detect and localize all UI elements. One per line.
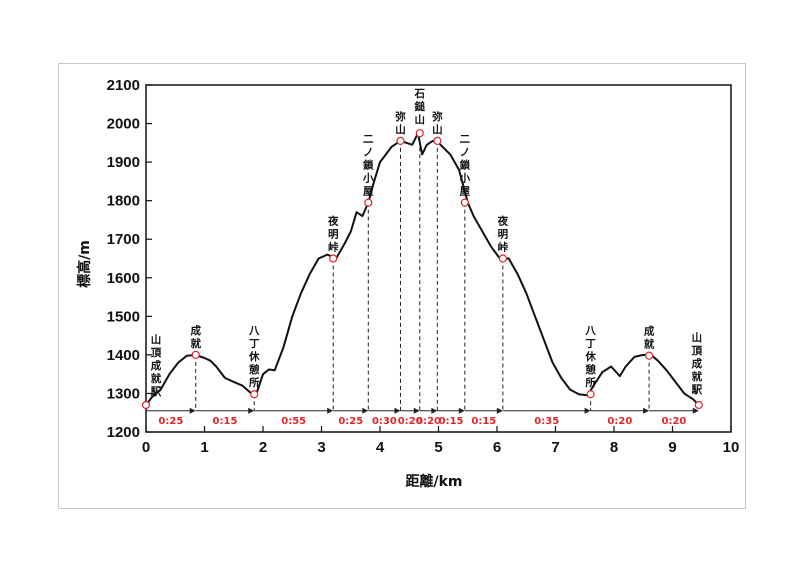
waypoint-label: 弥山 — [395, 110, 406, 136]
segment-time-label: 0:20 — [607, 416, 632, 427]
waypoint-label: 石鎚山 — [414, 88, 426, 126]
y-tick-label: 1800 — [107, 193, 140, 210]
chart-frame: 0 1 2 3 4 5 6 7 8 9 10 1200 1300 1400 1500 1600 1700 1800… — [58, 63, 746, 509]
segment-time-label: 0:15 — [471, 416, 496, 427]
y-tick-label: 2100 — [107, 77, 140, 94]
segment-arrowhead — [496, 407, 503, 414]
segment-time-label: 0:25 — [158, 416, 183, 427]
waypoint-label: 夜明峠 — [497, 215, 509, 254]
y-tick-label: 1700 — [107, 231, 140, 248]
waypoint-marker — [694, 400, 703, 410]
segment-arrowhead — [584, 407, 591, 414]
segment-time-label: 0:55 — [281, 416, 306, 427]
waypoint-guides — [145, 133, 700, 411]
elevation-profile-chart: 0 1 2 3 4 5 6 7 8 9 10 1200 1300 1400 1500 1600 1700 1800… — [76, 77, 740, 490]
x-tick-label: 0 — [142, 439, 150, 456]
segment-arrows — [146, 407, 699, 414]
x-tick-label: 8 — [610, 439, 618, 456]
x-tick-label: 1 — [200, 439, 208, 456]
x-tick-label: 9 — [668, 439, 676, 456]
waypoint-marker — [586, 390, 595, 399]
waypoint-label: 八丁休憩所 — [248, 325, 260, 389]
x-tick-label: 4 — [376, 439, 385, 456]
segment-arrowhead — [327, 407, 334, 414]
segment-time-label: 0:20 — [416, 416, 441, 427]
x-tick-label: 6 — [493, 439, 501, 456]
segment-arrowhead — [362, 407, 369, 414]
segment-arrowhead — [458, 407, 465, 414]
waypoint-marker — [498, 254, 507, 263]
x-tick-label: 10 — [723, 439, 740, 456]
waypoint-marker — [433, 136, 442, 146]
axes — [145, 84, 732, 433]
waypoint-marker — [250, 390, 259, 399]
waypoint-marker — [396, 136, 405, 146]
segment-time-label: 0:20 — [398, 416, 423, 427]
x-axis-label: 距離/km — [405, 473, 462, 490]
waypoint-label: 弥山 — [432, 110, 443, 136]
waypoint-markers — [141, 129, 703, 410]
segment-time-label: 0:25 — [338, 416, 363, 427]
y-tick-label: 2000 — [107, 116, 140, 133]
segment-arrowhead — [189, 407, 196, 414]
waypoint-label: 二ノ鎖小屋 — [362, 134, 374, 198]
segment-time-label: 0:30 — [372, 416, 397, 427]
y-tick-label: 1200 — [107, 424, 140, 441]
waypoint-label: 成就 — [644, 325, 655, 351]
x-tick-label: 7 — [551, 439, 559, 456]
waypoint-label: 二ノ鎖小屋 — [459, 134, 471, 198]
segment-arrowhead — [643, 407, 650, 414]
segment-arrowhead — [431, 407, 438, 414]
x-tick-label: 5 — [434, 439, 442, 456]
waypoint-label: 山頂成就駅 — [151, 333, 162, 398]
waypoint-label: 八丁休憩所 — [584, 325, 596, 389]
y-tick-label: 1300 — [107, 385, 140, 402]
x-tick-label: 2 — [259, 439, 267, 456]
y-tick-label: 1500 — [107, 308, 140, 325]
y-tick-label: 1900 — [107, 154, 140, 171]
y-axis-label: 標高/m — [76, 240, 93, 288]
waypoint-label: 夜明峠 — [327, 215, 339, 254]
tick-labels: 0 1 2 3 4 5 6 7 8 9 10 1200 1300 1400 1500 1600 1700 1800… — [107, 77, 740, 456]
waypoint-marker — [460, 198, 469, 207]
segment-arrowhead — [413, 407, 420, 414]
segment-time-label: 0:15 — [213, 416, 238, 427]
waypoint-marker — [191, 350, 200, 359]
waypoint-marker — [141, 400, 151, 410]
profile-line-group — [145, 132, 700, 406]
segment-time-labels: 0:25 0:15 0:55 0:25 0:30 0:200:200:15 0:15 0:35… — [158, 416, 686, 427]
y-tick-label: 1600 — [107, 270, 140, 287]
segment-time-label: 0:15 — [439, 416, 464, 427]
segment-time-label: 0:20 — [662, 416, 687, 427]
x-tick-label: 3 — [317, 439, 325, 456]
waypoint-marker — [415, 129, 424, 138]
waypoint-marker — [644, 351, 654, 360]
y-tick-label: 1400 — [107, 347, 140, 364]
waypoint-marker — [329, 254, 338, 263]
segment-time-label: 0:35 — [534, 416, 559, 427]
elevation-profile-line — [145, 132, 700, 406]
waypoint-marker — [364, 198, 373, 207]
waypoint-label: 成就 — [190, 324, 201, 350]
segment-arrowhead — [394, 407, 401, 414]
waypoint-label: 山頂成就駅 — [692, 331, 703, 396]
segment-arrowhead — [248, 407, 255, 414]
segment-arrowhead — [692, 407, 699, 414]
